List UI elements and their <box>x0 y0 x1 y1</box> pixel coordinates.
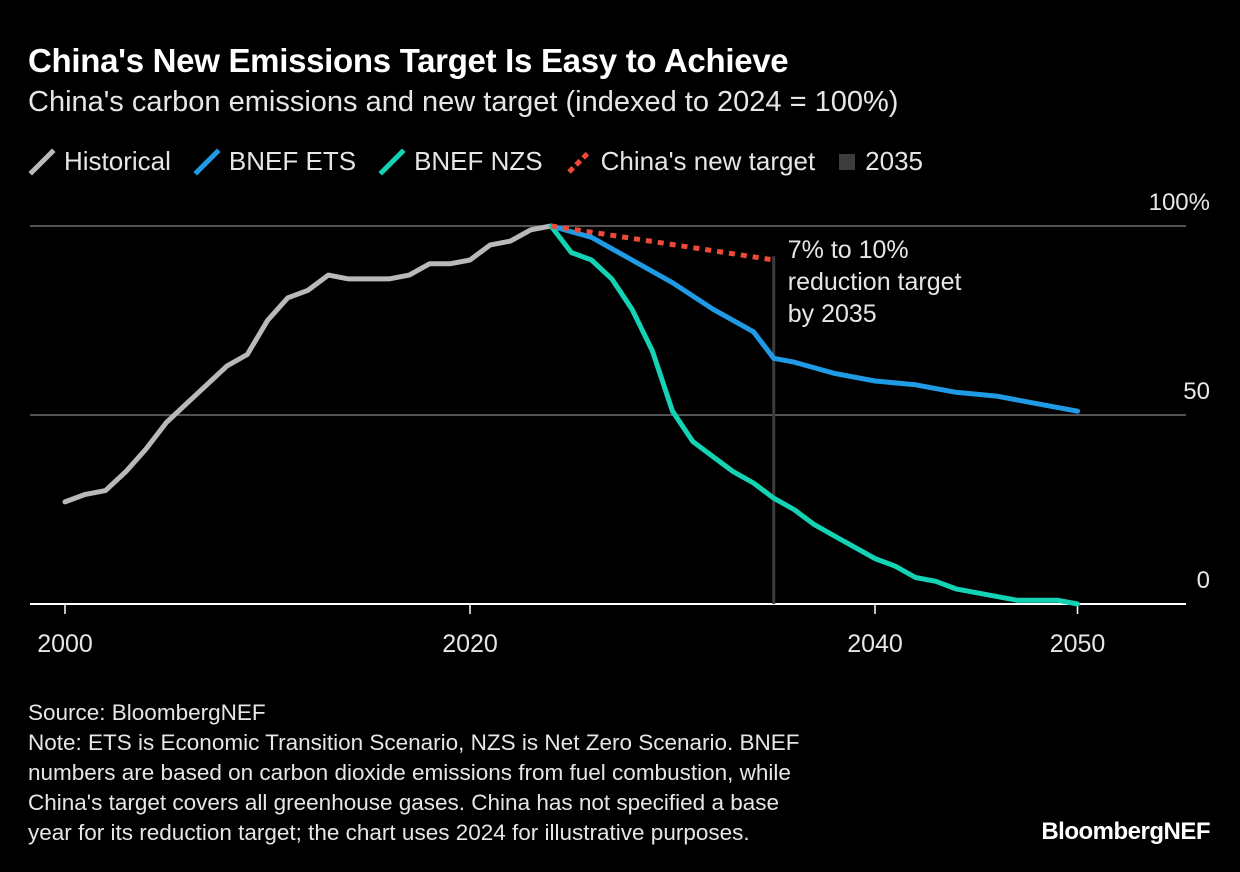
legend-item-historical: Historical <box>28 146 171 177</box>
legend-item-2035: 2035 <box>837 146 923 177</box>
series-line-bnef-nzs <box>548 223 1080 607</box>
legend: Historical BNEF ETS BNEF NZS China's new… <box>28 146 923 177</box>
chart-title: China's New Emissions Target Is Easy to … <box>28 42 789 79</box>
annotation-line-2: reduction target <box>788 268 962 296</box>
y-tick-label-50: 50 <box>1183 378 1210 405</box>
legend-item-china-target: China's new target <box>565 146 816 177</box>
legend-label-2035: 2035 <box>865 146 924 176</box>
annotation-line-3: by 2035 <box>788 300 877 328</box>
legend-item-bnef-nzs: BNEF NZS <box>378 146 543 177</box>
brand-logo: BloombergNEF <box>1041 818 1210 845</box>
series-line-bnef-ets <box>548 223 1080 414</box>
note-line-1: Note: ETS is Economic Transition Scenari… <box>28 730 800 755</box>
x-tick-label-2000: 2000 <box>37 630 93 658</box>
legend-label-bnef-nzs: BNEF NZS <box>414 146 543 176</box>
line-chart: 100% 50 0 2000 2020 2040 2050 7% to 10% reductio… <box>30 189 1210 658</box>
legend-label-historical: Historical <box>64 146 171 176</box>
legend-item-bnef-ets: BNEF ETS <box>193 146 356 177</box>
y-tick-label-100: 100% <box>1149 189 1210 216</box>
note-line-3: China's target covers all greenhouse gas… <box>28 790 780 815</box>
legend-swatch-2035 <box>839 153 856 170</box>
source-note: Source: BloombergNEF <box>28 700 266 725</box>
footer: Source: BloombergNEF Note: ETS is Econom… <box>28 698 988 848</box>
legend-swatch-bnef-ets <box>193 147 221 176</box>
x-tick-label-2050: 2050 <box>1050 630 1106 658</box>
legend-label-china-target: China's new target <box>600 146 816 176</box>
series-line-historical <box>62 223 554 505</box>
legend-swatch-bnef-nzs <box>378 147 406 176</box>
x-tick-label-2020: 2020 <box>442 630 498 658</box>
y-tick-label-0: 0 <box>1197 567 1210 594</box>
legend-label-bnef-ets: BNEF ETS <box>228 146 357 176</box>
annotation-line-1: 7% to 10% <box>788 236 909 264</box>
note-line-4: year for its reduction target; the chart… <box>28 820 750 845</box>
chart-subtitle: China's carbon emissions and new target … <box>28 86 899 118</box>
series-line-china-s-new-target <box>550 223 775 263</box>
x-tick-label-2040: 2040 <box>847 630 903 658</box>
note-line-2: numbers are based on carbon dioxide emis… <box>28 760 791 785</box>
legend-swatch-historical <box>28 147 56 176</box>
legend-swatch-china-target <box>566 149 591 174</box>
